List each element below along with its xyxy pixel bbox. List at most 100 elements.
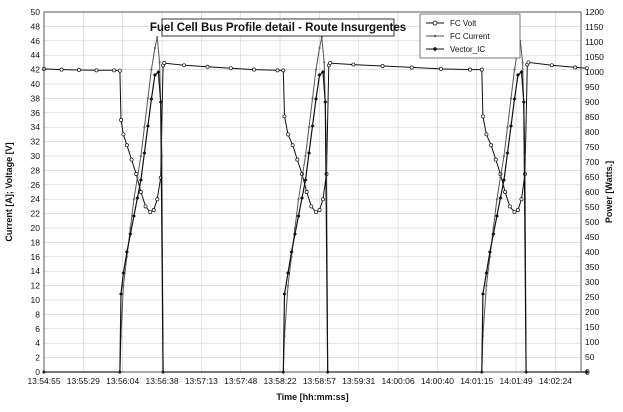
data-point xyxy=(485,284,488,287)
data-point xyxy=(479,67,484,72)
data-point xyxy=(275,68,280,73)
data-point xyxy=(304,190,309,194)
y-left-tick-label: 2 xyxy=(35,353,40,363)
y-right-tick-label: 750 xyxy=(585,142,599,152)
x-tick-label: 14:00:40 xyxy=(421,376,454,386)
y-left-tick-label: 32 xyxy=(31,137,41,147)
data-point xyxy=(143,204,148,209)
data-point xyxy=(505,151,510,155)
data-point xyxy=(150,68,153,71)
data-point xyxy=(117,68,122,73)
y-left-tick-label: 26 xyxy=(31,180,41,190)
y-left-tick-label: 40 xyxy=(31,79,41,89)
data-point xyxy=(121,271,126,275)
data-point xyxy=(507,204,512,209)
data-point xyxy=(501,178,506,182)
data-point xyxy=(297,198,300,201)
data-point xyxy=(314,97,319,101)
legend-label: FC Current xyxy=(450,32,490,41)
data-point xyxy=(153,46,157,50)
series-vector-ic xyxy=(42,70,589,374)
data-point xyxy=(143,126,146,129)
data-point xyxy=(509,97,513,100)
data-point xyxy=(112,68,116,73)
legend: FC Volt FC Current Vector_IC xyxy=(419,13,521,59)
y-left-tick-label: 36 xyxy=(31,108,41,118)
data-point xyxy=(148,210,153,215)
data-point xyxy=(321,70,326,74)
legend-item: Vector_IC xyxy=(426,45,485,54)
data-point xyxy=(502,154,506,158)
data-point xyxy=(487,250,492,254)
legend-label: FC Volt xyxy=(450,19,477,28)
y-left-tick-label: 16 xyxy=(31,252,41,262)
data-point xyxy=(135,196,140,200)
y-right-tick-label: 800 xyxy=(585,127,599,137)
data-point xyxy=(519,70,524,74)
y-right-tick-label: 400 xyxy=(585,247,599,257)
data-point xyxy=(513,68,516,71)
data-point xyxy=(328,61,332,66)
data-point xyxy=(282,114,287,119)
data-point xyxy=(124,143,129,148)
legend-item: FC Volt xyxy=(426,19,477,28)
y-left-tick-label: 42 xyxy=(31,65,41,75)
data-point xyxy=(296,214,301,218)
data-point xyxy=(512,97,517,101)
data-point xyxy=(311,97,314,100)
legend-items: FC Volt FC Current Vector_IC xyxy=(426,19,490,54)
data-point xyxy=(309,204,314,209)
data-point xyxy=(119,118,123,122)
data-point xyxy=(549,63,554,68)
y-left-tick-label: 46 xyxy=(31,36,41,46)
data-point xyxy=(77,68,81,72)
y-left-tick-label: 18 xyxy=(31,237,41,247)
data-point xyxy=(323,61,326,64)
y-right-tick-label: 1100 xyxy=(585,37,604,47)
data-point xyxy=(573,65,578,70)
data-point xyxy=(282,292,287,296)
y-right-tick-label: 1200 xyxy=(585,7,604,17)
legend-label: Vector_IC xyxy=(450,45,485,54)
data-point xyxy=(494,214,499,218)
y-left-tick-label: 14 xyxy=(31,266,41,276)
data-point xyxy=(515,73,520,77)
x-tick-label: 14:01:49 xyxy=(500,376,533,386)
data-point xyxy=(119,292,124,296)
y-right-tick-label: 250 xyxy=(585,292,599,302)
data-point xyxy=(310,124,315,128)
data-point xyxy=(151,208,156,212)
y-right-tick-label: 300 xyxy=(585,277,599,287)
title-frame xyxy=(161,18,395,37)
data-point xyxy=(155,197,160,202)
y-left-tick-label: 6 xyxy=(35,324,40,334)
y-right-tick-label: 50 xyxy=(585,352,595,362)
y-axis-right-title: Power [Watts.] xyxy=(604,161,614,223)
x-tick-label: 13:57:48 xyxy=(224,376,257,386)
data-point xyxy=(128,232,133,236)
data-point xyxy=(228,66,233,71)
data-point xyxy=(162,61,167,66)
y-right-tick-label: 350 xyxy=(585,262,599,272)
series-line xyxy=(44,37,587,373)
legend-marker xyxy=(433,34,437,38)
data-point xyxy=(484,132,489,137)
data-point xyxy=(519,197,524,202)
y-right-tick-label: 600 xyxy=(585,187,599,197)
x-tick-label: 13:58:57 xyxy=(303,376,336,386)
y-left-tick-label: 20 xyxy=(31,223,41,233)
data-point xyxy=(304,154,307,158)
data-point xyxy=(320,36,323,39)
data-point xyxy=(495,198,499,201)
y-left-tick-label: 30 xyxy=(31,151,41,161)
data-point xyxy=(300,176,304,179)
y-right-tick-label: 950 xyxy=(585,82,599,92)
data-point xyxy=(131,214,136,218)
y-right-tick-label: 550 xyxy=(585,202,599,212)
y-left-tick-label: 4 xyxy=(35,338,40,348)
y-left-tick-label: 24 xyxy=(31,194,41,204)
y-left-tick-label: 22 xyxy=(31,209,41,219)
